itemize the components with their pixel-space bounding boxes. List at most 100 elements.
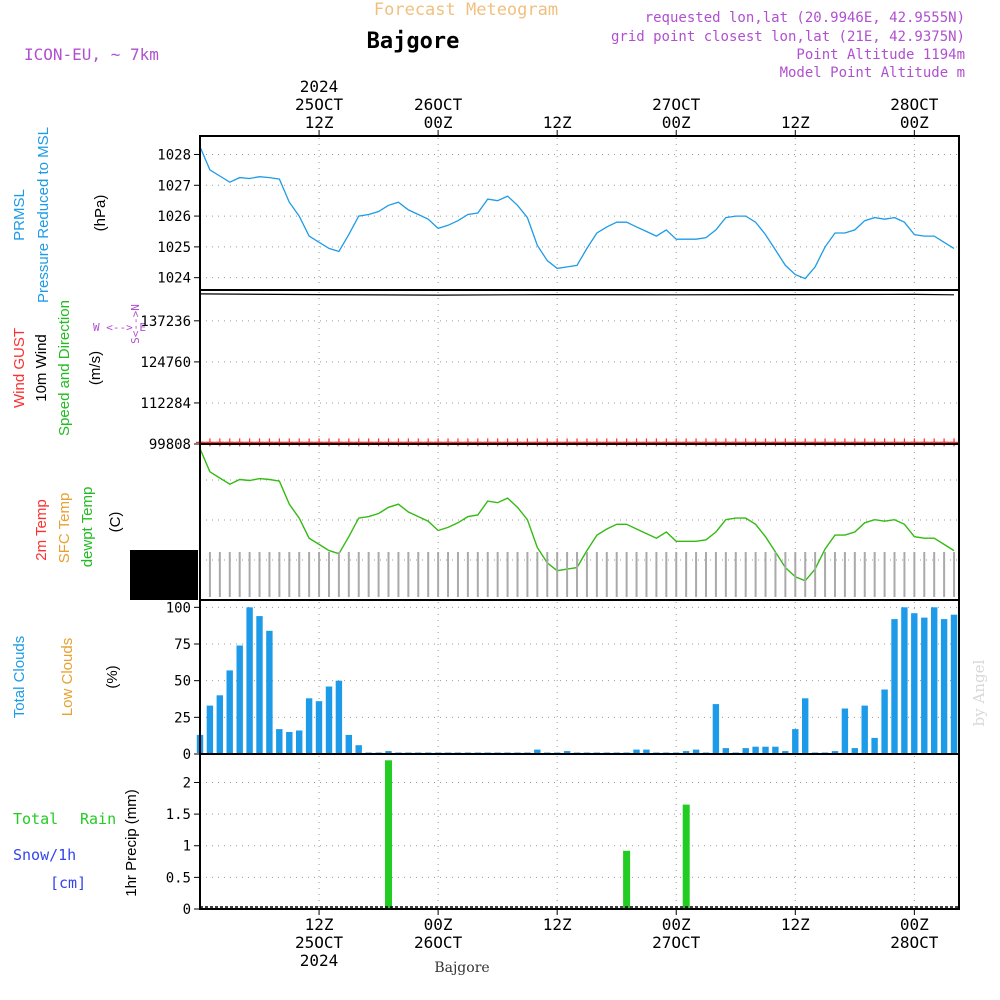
compass-sn: S<-->N [129, 304, 142, 344]
top-axis-hour: 00Z [662, 113, 691, 132]
clouds-total-label: Total Clouds [11, 636, 28, 719]
cloud-bar [395, 752, 402, 753]
wind-unit: (m/s) [87, 351, 104, 385]
gust-marker [860, 438, 869, 447]
cloud-bar [712, 704, 720, 753]
gust-marker [444, 438, 453, 447]
gust-marker [592, 438, 601, 447]
bottom-axis-hour: 00Z [662, 915, 691, 934]
gust-marker [910, 438, 919, 447]
gust-marker [950, 438, 959, 447]
clouds-low-label: Low Clouds [59, 638, 76, 716]
gust-marker [642, 438, 651, 447]
gust-marker [602, 438, 611, 447]
gust-marker [215, 438, 224, 447]
cloud-bar [633, 749, 640, 753]
y-tick-label: 1028 [157, 147, 191, 163]
title-faded: Forecast Meteogram [374, 0, 558, 20]
gust-marker [711, 438, 720, 447]
cloud-bar [722, 748, 729, 753]
panel-frame-pressure [199, 135, 960, 291]
gust-marker [205, 438, 214, 447]
gust-marker [235, 438, 244, 447]
y-tick-label: 50 [174, 674, 191, 690]
cloud-bar [921, 617, 928, 753]
cloud-bar [405, 752, 412, 753]
y-tick-label: 0 [183, 747, 191, 763]
cloud-bar [494, 752, 501, 753]
cloud-bar [623, 752, 630, 753]
gust-marker [404, 438, 413, 447]
gust-marker [463, 438, 472, 447]
cloud-bar [385, 751, 392, 753]
pressure-unit: (hPa) [92, 195, 109, 232]
y-tick-label: 0.5 [166, 870, 191, 886]
cloud-bar [444, 752, 452, 753]
bottom-axis-date: 27OCT [652, 933, 701, 952]
gust-marker [553, 438, 562, 447]
gust-marker [533, 438, 542, 447]
bottom-axis-hour: 00Z [900, 915, 929, 934]
gust-marker [384, 438, 393, 447]
top-axis-date: 25OCT [295, 95, 344, 114]
credit-label: by Angel [970, 659, 988, 726]
top-axis-date: 28OCT [890, 95, 939, 114]
precip-snow-label: Snow/1h [13, 846, 76, 864]
cloud-bar [286, 732, 293, 753]
cloud-bar [425, 752, 432, 753]
clouds-unit: (%) [104, 665, 121, 688]
location-title: Bajgore [367, 29, 460, 54]
cloud-bar [702, 752, 710, 753]
cloud-bar [911, 613, 918, 753]
bottom-axis-hour: 12Z [781, 915, 810, 934]
gust-marker [414, 438, 423, 447]
pressure-label-b: Pressure Reduced to MSL [35, 127, 52, 303]
cloud-bar [474, 752, 481, 753]
top-axis-year: 2024 [300, 77, 339, 96]
gust-marker [830, 438, 839, 447]
cloud-bar [752, 746, 759, 753]
top-axis-hour: 12Z [305, 113, 334, 132]
panel-frame-wind [199, 289, 960, 445]
temp-dew-label: dewpt Temp [79, 487, 96, 568]
y-tick-label: 2 [183, 775, 191, 791]
cloud-bar [315, 701, 323, 753]
cloud-bar [276, 729, 283, 753]
top-axis-hour: 00Z [424, 113, 453, 132]
top-axis-hour: 12Z [543, 113, 572, 132]
cloud-bar [782, 751, 789, 753]
gust-marker [702, 438, 710, 447]
cloud-bar [841, 708, 849, 753]
gust-marker [573, 438, 582, 447]
temp-2m-label: 2m Temp [33, 499, 50, 560]
gust-marker [523, 438, 532, 447]
wind-dir-label: Speed and Direction [56, 300, 73, 436]
gust-marker [682, 438, 691, 447]
gust-marker [315, 438, 324, 447]
y-tick-label: 99808 [149, 437, 191, 453]
y-tick-label: 1024 [157, 271, 191, 287]
cloud-bar [325, 686, 333, 753]
cloud-bar [603, 752, 610, 753]
y-tick-label: 1027 [157, 178, 191, 194]
cloud-bar [851, 748, 858, 753]
cloud-bar [355, 745, 362, 753]
y-tick-label: 1.5 [166, 807, 191, 823]
cloud-bar [345, 734, 352, 753]
gust-marker [563, 438, 572, 447]
gust-marker [781, 438, 790, 447]
cloud-bar [792, 729, 799, 753]
gust-marker [751, 438, 760, 447]
gust-marker [801, 438, 810, 447]
cloud-bar [593, 752, 600, 753]
bottom-axis-hour: 00Z [424, 915, 453, 934]
gust-marker [275, 438, 284, 447]
precip-total-label: Total [13, 810, 58, 828]
cloud-bar [415, 752, 422, 753]
gust-marker [513, 438, 522, 447]
gust-marker [354, 438, 363, 447]
gust-marker [870, 438, 879, 447]
cloud-bar [534, 749, 541, 753]
gust-marker [493, 438, 502, 447]
y-tick-label: 0 [183, 902, 191, 918]
